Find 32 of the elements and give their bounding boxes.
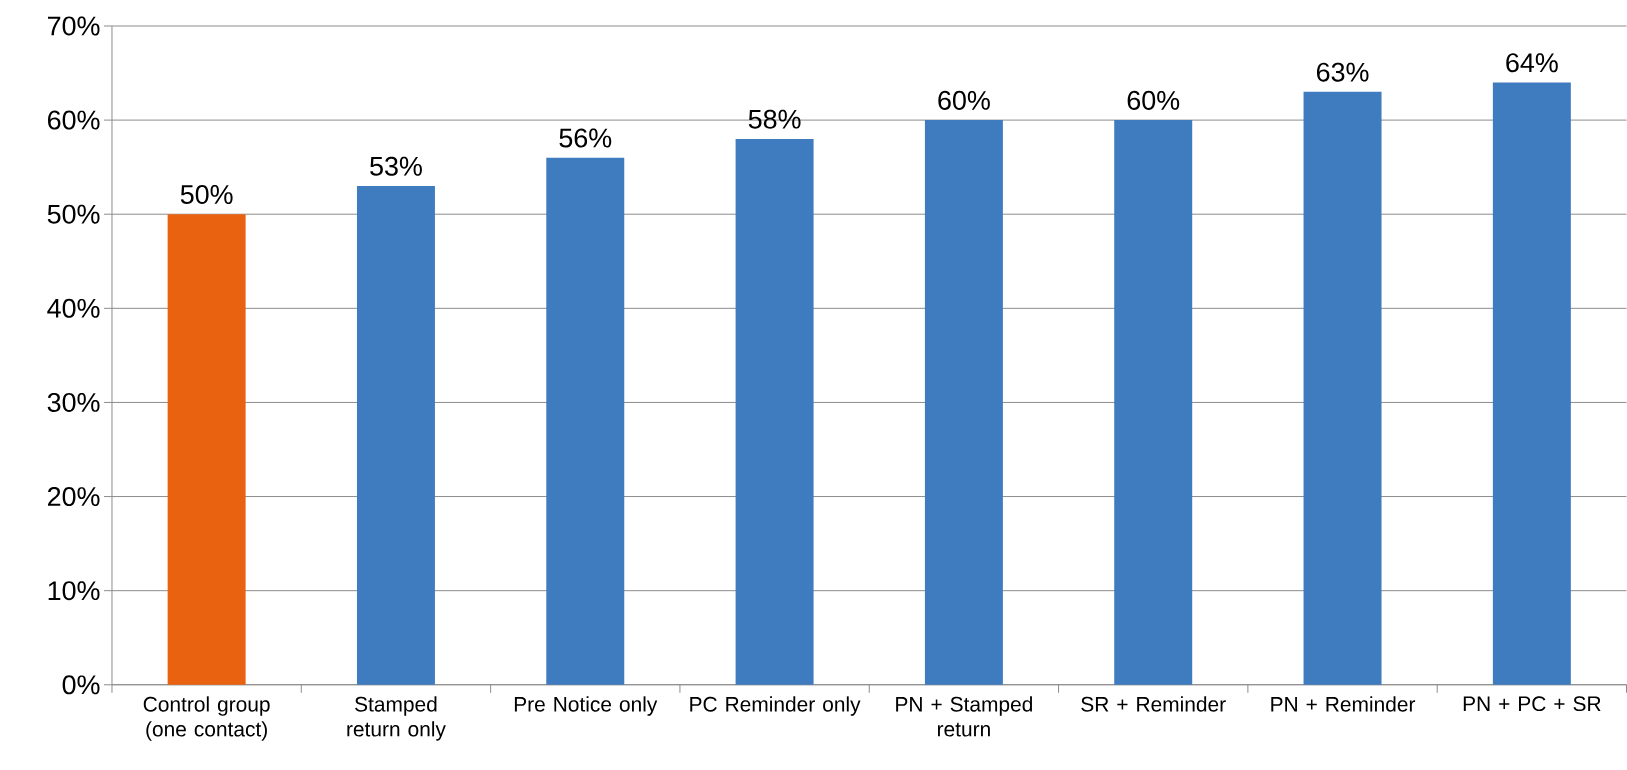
bar <box>735 139 814 685</box>
x-tick-label: PC Reminder only <box>690 696 861 716</box>
y-tick-label: 60% <box>48 110 100 130</box>
bar <box>167 214 246 685</box>
y-tick-label: 10% <box>48 581 100 601</box>
data-label: 60% <box>1127 90 1180 111</box>
data-label: 56% <box>559 128 612 148</box>
y-tick-label: 20% <box>48 487 100 507</box>
y-tick-label: 70% <box>48 16 100 36</box>
x-tick-label: Stamped return only <box>347 696 446 741</box>
x-tick-label: PN + Stamped return <box>896 696 1032 737</box>
y-tick-label: 30% <box>47 393 100 413</box>
data-label: 58% <box>748 109 801 129</box>
bar <box>1303 91 1382 685</box>
y-tick-label: 50% <box>47 204 100 224</box>
x-tick-label: Pre Notice only <box>514 696 658 716</box>
x-tick-label: Control group (one contact) <box>143 696 270 741</box>
bar <box>1492 82 1571 685</box>
y-tick-label: 0% <box>62 675 100 695</box>
y-tick-label: 40% <box>47 298 100 318</box>
data-label: 64% <box>1506 53 1558 73</box>
bar <box>924 120 1003 685</box>
bar <box>1114 120 1193 685</box>
x-tick-label: PN + PC + SR <box>1463 696 1601 712</box>
data-label: 60% <box>938 90 990 111</box>
x-tick-label: PN + Reminder <box>1271 696 1416 712</box>
bar <box>356 186 435 685</box>
data-label: 50% <box>180 185 233 205</box>
data-label: 63% <box>1316 62 1369 82</box>
data-label: 53% <box>370 156 422 176</box>
bar <box>546 157 625 685</box>
x-tick-label: SR + Reminder <box>1081 696 1226 712</box>
